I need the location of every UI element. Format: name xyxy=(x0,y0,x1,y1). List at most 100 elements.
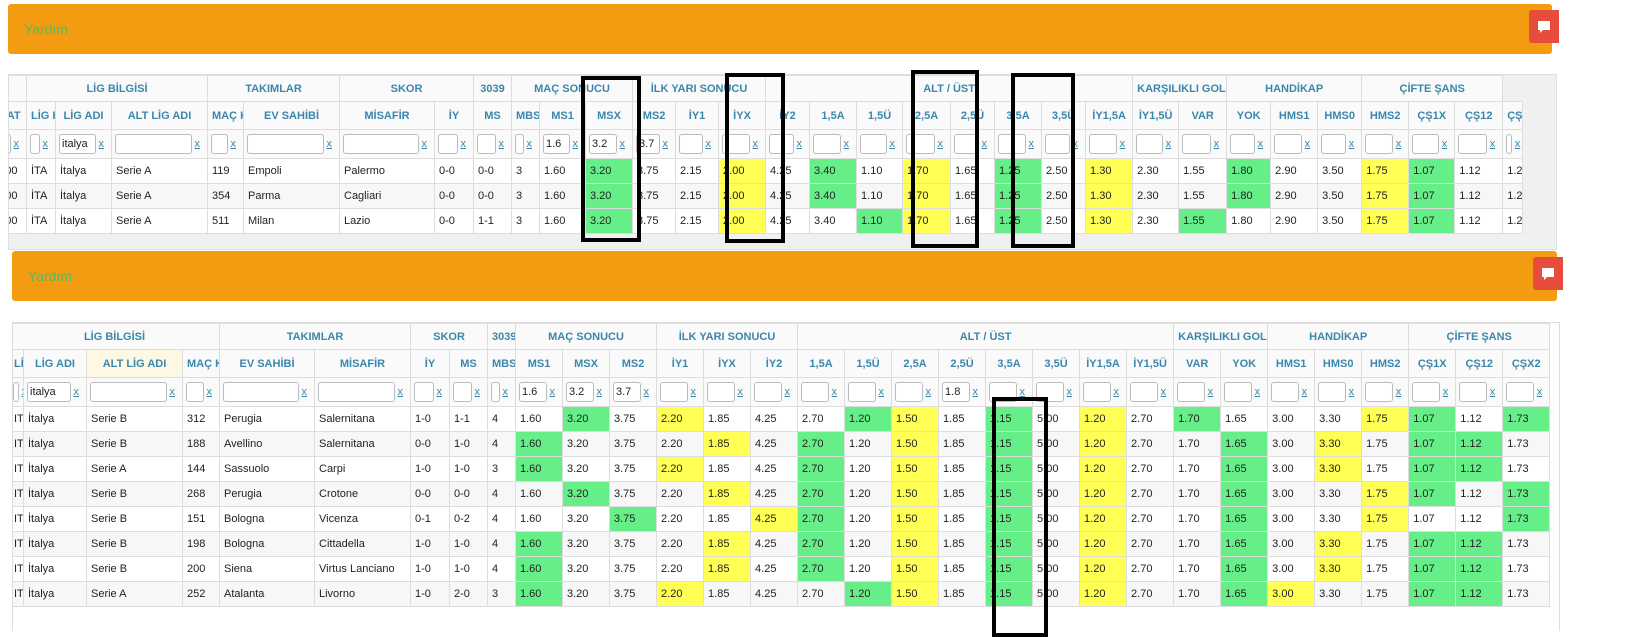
filter-input[interactable]: 3.7 xyxy=(613,382,642,402)
column-header[interactable]: MİSAFİR xyxy=(339,101,435,130)
filter-input[interactable] xyxy=(1230,134,1256,154)
chat-button[interactable] xyxy=(1533,257,1563,290)
clear-filter-link[interactable]: x xyxy=(1072,138,1079,150)
filter-input[interactable] xyxy=(860,134,888,154)
filter-input[interactable]: 3.2 xyxy=(566,382,594,402)
column-header[interactable]: 1,5A xyxy=(809,101,858,130)
column-header[interactable]: MİSAFİR xyxy=(314,349,411,378)
clear-filter-link[interactable]: x xyxy=(1348,386,1355,398)
column-header[interactable]: MSX xyxy=(562,349,610,378)
filter-input[interactable] xyxy=(998,134,1027,154)
column-header[interactable]: MBS xyxy=(511,101,540,130)
filter-input[interactable] xyxy=(1365,382,1394,402)
column-header[interactable]: İY xyxy=(410,349,450,378)
filter-input[interactable] xyxy=(1177,382,1206,402)
filter-input[interactable] xyxy=(515,134,524,154)
clear-filter-link[interactable]: x xyxy=(498,138,505,150)
clear-filter-link[interactable]: x xyxy=(643,386,650,398)
filter-input[interactable] xyxy=(1506,134,1513,154)
column-header[interactable]: İY2 xyxy=(765,101,811,130)
clear-filter-link[interactable]: x xyxy=(752,138,759,150)
filter-input[interactable] xyxy=(1506,382,1535,402)
clear-filter-link[interactable]: x xyxy=(1028,138,1035,150)
column-header[interactable]: HMS0 xyxy=(1317,101,1363,130)
clear-filter-link[interactable]: x xyxy=(421,138,428,150)
clear-filter-link[interactable]: x xyxy=(1066,386,1073,398)
filter-input[interactable] xyxy=(906,134,936,154)
column-header[interactable]: MSX xyxy=(584,101,634,130)
filter-input[interactable] xyxy=(223,382,299,402)
filter-input[interactable] xyxy=(1318,382,1347,402)
clear-filter-link[interactable]: x xyxy=(397,386,404,398)
column-header[interactable]: 2,5A xyxy=(902,101,952,130)
filter-input[interactable] xyxy=(954,134,980,154)
clear-filter-link[interactable]: x xyxy=(784,386,791,398)
clear-filter-link[interactable]: x xyxy=(1514,138,1521,150)
filter-input[interactable] xyxy=(438,134,458,154)
table-row[interactable]: 20:00İTAİtalyaSerie A119EmpoliPalermo0-0… xyxy=(9,158,1524,184)
filter-input[interactable] xyxy=(1182,134,1212,154)
filter-input[interactable] xyxy=(247,134,324,154)
column-header[interactable]: LİG KODU xyxy=(26,101,56,130)
filter-input[interactable] xyxy=(1083,382,1112,402)
clear-filter-link[interactable]: x xyxy=(1441,138,1448,150)
filter-input[interactable] xyxy=(13,382,19,402)
clear-filter-link[interactable]: x xyxy=(690,386,697,398)
clear-filter-link[interactable]: x xyxy=(98,138,105,150)
help-bar[interactable]: Yardım xyxy=(12,251,1557,301)
filter-input[interactable] xyxy=(30,134,40,154)
filter-input[interactable] xyxy=(895,382,924,402)
column-header[interactable]: İY1,5Ü xyxy=(1126,349,1175,378)
filter-input[interactable]: 1.6 xyxy=(519,382,547,402)
clear-filter-link[interactable]: x xyxy=(301,386,308,398)
filter-input[interactable] xyxy=(1130,382,1159,402)
clear-filter-link[interactable]: x xyxy=(1304,138,1311,150)
clear-filter-link[interactable]: x xyxy=(436,386,443,398)
column-header[interactable]: 3,5A xyxy=(985,349,1034,378)
clear-filter-link[interactable]: x xyxy=(1348,138,1355,150)
clear-filter-link[interactable]: x xyxy=(502,386,509,398)
clear-filter-link[interactable]: x xyxy=(1257,138,1264,150)
column-header[interactable]: 2,5Ü xyxy=(938,349,987,378)
clear-filter-link[interactable]: x xyxy=(878,386,885,398)
column-header[interactable]: İY1,5A xyxy=(1085,101,1134,130)
column-header[interactable]: VAR xyxy=(1178,101,1228,130)
column-header[interactable]: 2,5A xyxy=(891,349,940,378)
clear-filter-link[interactable]: x xyxy=(831,386,838,398)
column-header[interactable]: 3,5A xyxy=(994,101,1043,130)
column-header[interactable]: EV SAHİBİ xyxy=(219,349,315,378)
table-row[interactable]: ITBİtalyaSerie B268PerugiaCrotone0-00-04… xyxy=(13,481,1551,507)
filter-input[interactable] xyxy=(1136,134,1164,154)
clear-filter-link[interactable]: x xyxy=(460,138,467,150)
column-header[interactable]: ÇŞ1X xyxy=(1408,101,1456,130)
column-header[interactable]: ÇŞ12 xyxy=(1454,101,1504,130)
filter-input[interactable] xyxy=(318,382,395,402)
table-row[interactable]: ITBİtalyaSerie B188AvellinoSalernitana0-… xyxy=(13,431,1551,457)
column-header[interactable]: MS2 xyxy=(632,101,677,130)
column-header[interactable]: İYX xyxy=(703,349,752,378)
column-header[interactable]: 1,5Ü xyxy=(844,349,893,378)
filter-input[interactable] xyxy=(115,134,192,154)
help-bar[interactable]: Yardım xyxy=(8,4,1552,54)
column-header[interactable]: EV SAHİBİ xyxy=(243,101,340,130)
filter-input[interactable] xyxy=(660,382,689,402)
clear-filter-link[interactable]: x xyxy=(526,138,533,150)
column-header[interactable]: YOK xyxy=(1220,349,1269,378)
filter-input[interactable] xyxy=(1412,134,1440,154)
filter-input[interactable]: italya xyxy=(59,134,96,154)
column-header[interactable]: 1,5A xyxy=(797,349,846,378)
column-header[interactable]: HMS1 xyxy=(1267,349,1316,378)
column-header[interactable]: LİG ADI xyxy=(55,101,112,130)
filter-input[interactable] xyxy=(1365,134,1394,154)
column-header[interactable]: İYX xyxy=(718,101,767,130)
filter-input[interactable] xyxy=(801,382,830,402)
clear-filter-link[interactable]: x xyxy=(1160,386,1167,398)
clear-filter-link[interactable]: x xyxy=(981,138,988,150)
clear-filter-link[interactable]: x xyxy=(937,138,944,150)
clear-filter-link[interactable]: x xyxy=(796,138,803,150)
filter-input[interactable] xyxy=(989,382,1018,402)
column-header[interactable]: ÇŞX2 xyxy=(1502,101,1524,130)
filter-input[interactable] xyxy=(1271,382,1300,402)
filter-input[interactable] xyxy=(707,382,736,402)
